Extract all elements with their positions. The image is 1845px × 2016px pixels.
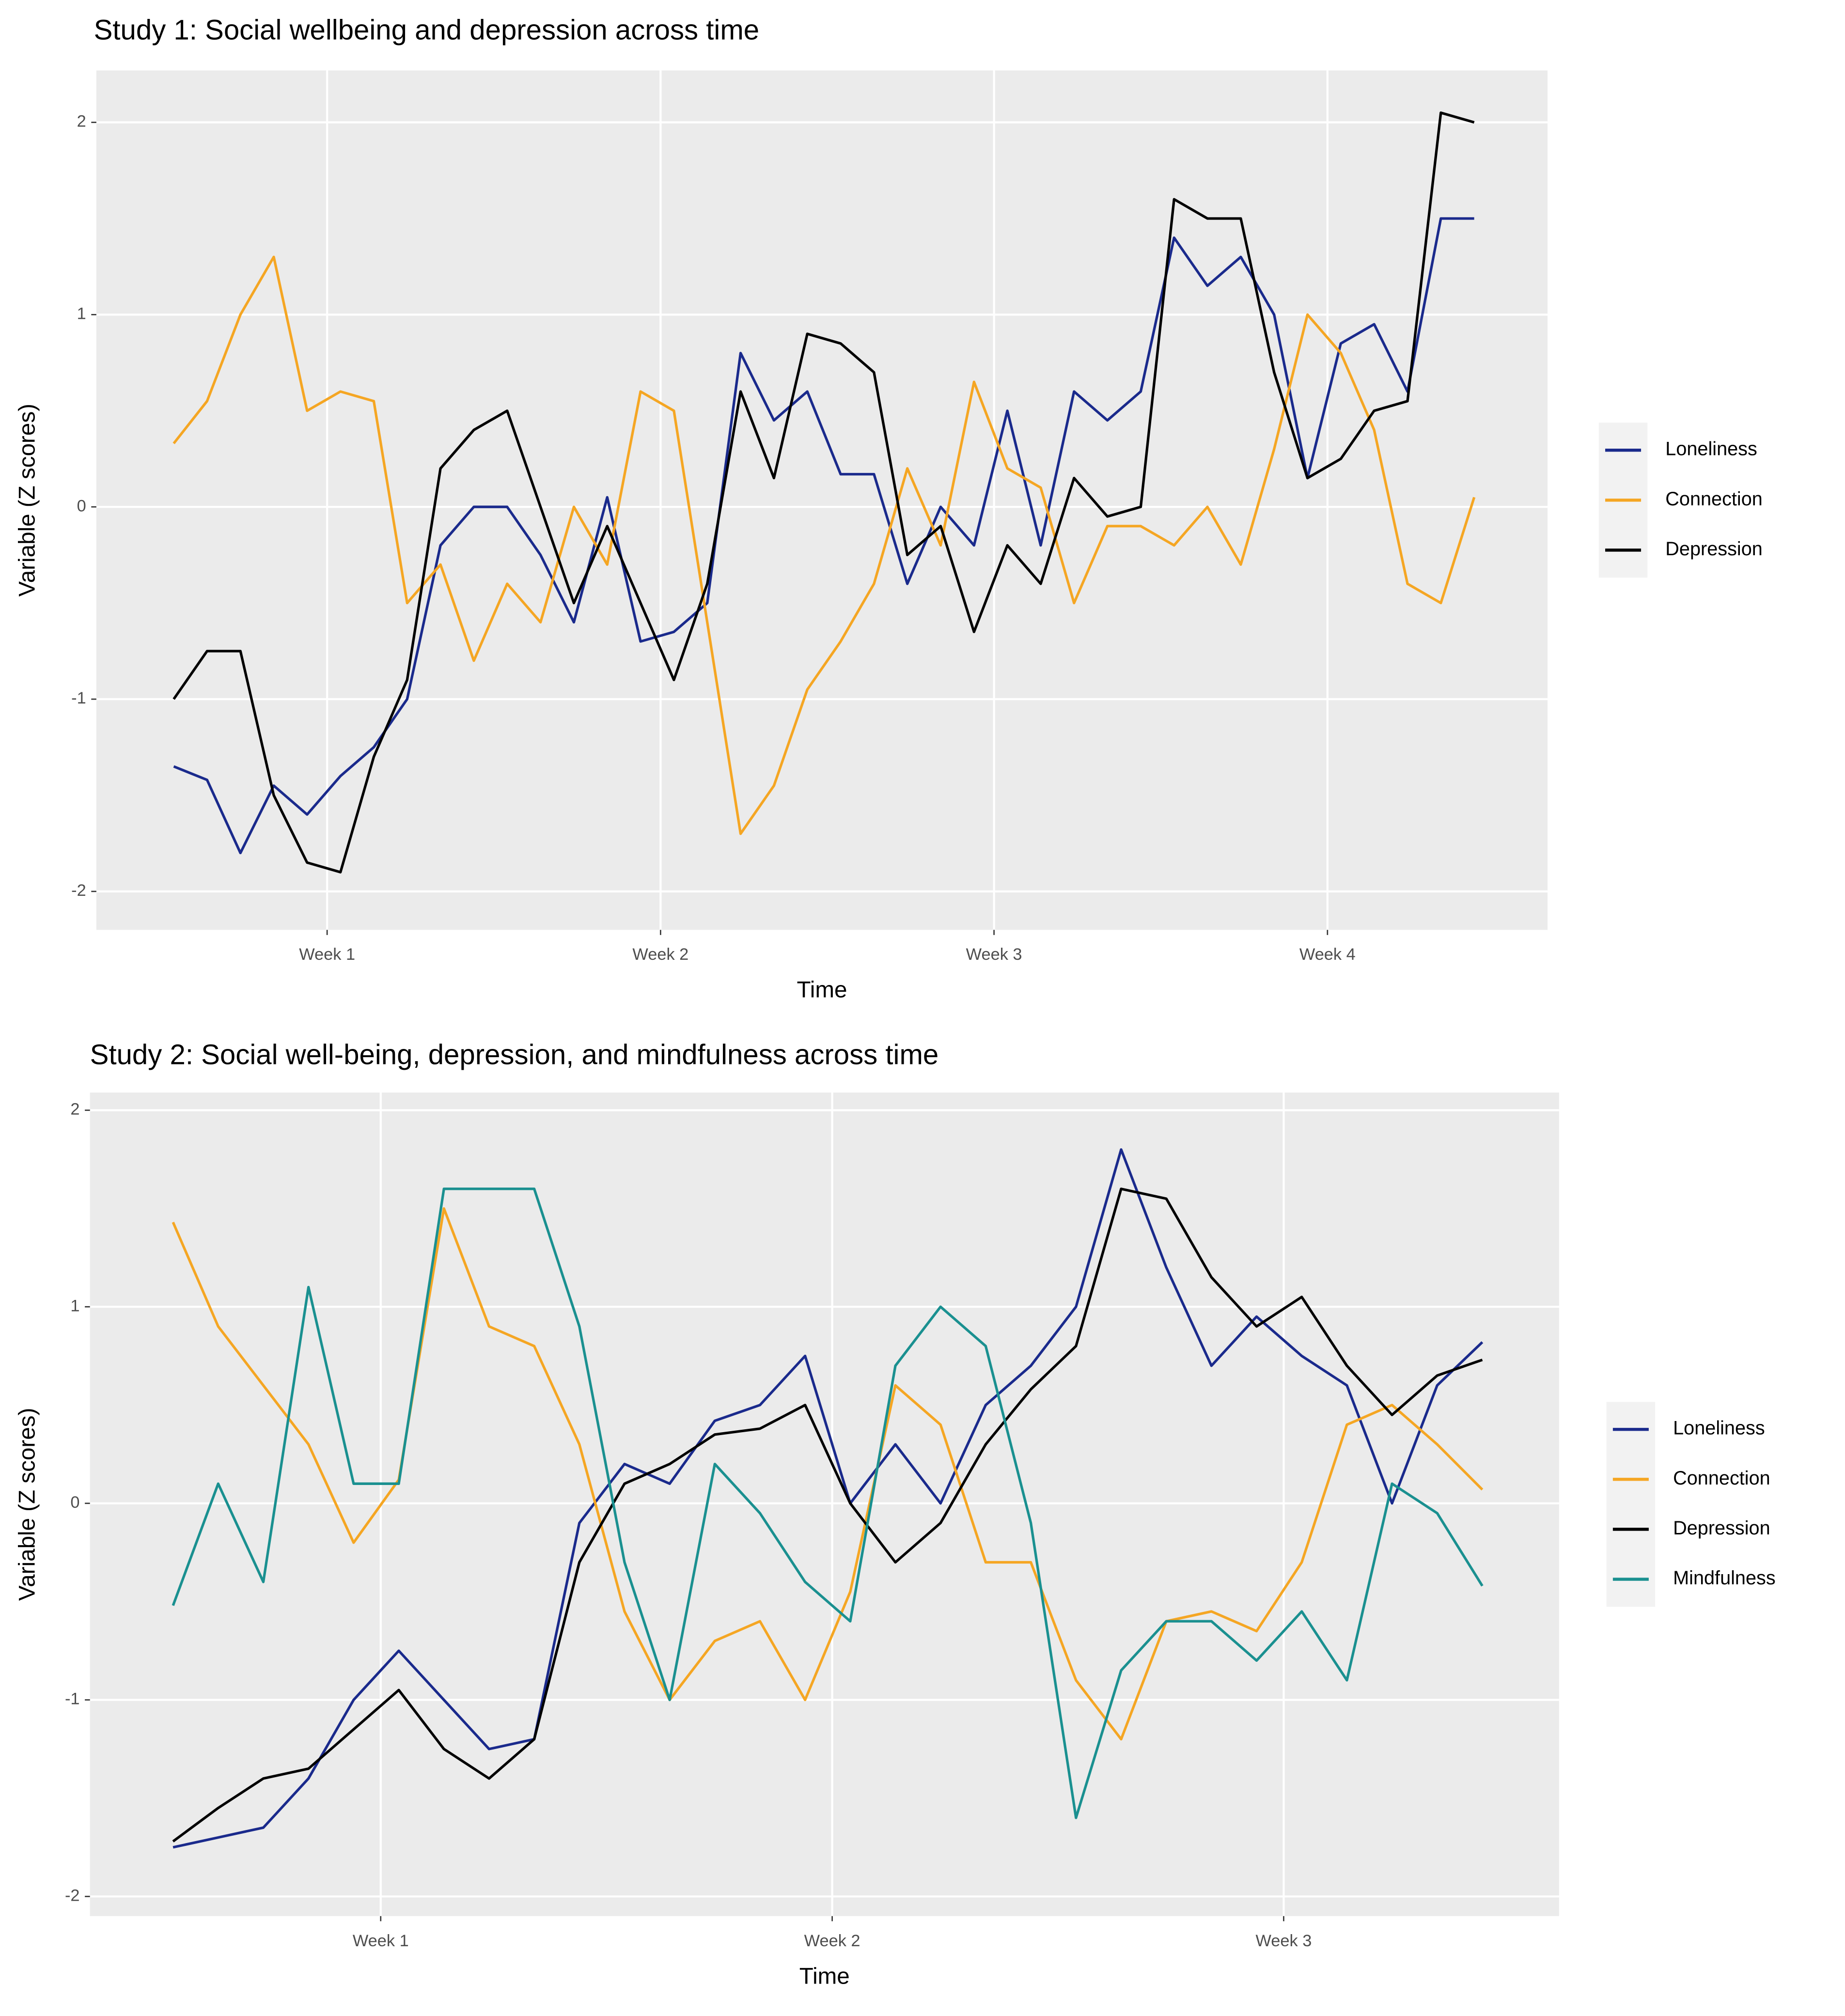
y-tick-label: 2 bbox=[77, 112, 86, 131]
x-axis-title: Time bbox=[797, 977, 847, 1003]
y-tick-label: -2 bbox=[71, 881, 86, 900]
x-tick-label: Week 4 bbox=[1299, 945, 1356, 964]
series-line bbox=[172, 1188, 1484, 1819]
y-tick-label: 1 bbox=[70, 1297, 79, 1315]
legend-label: Loneliness bbox=[1665, 438, 1757, 460]
legend-label: Connection bbox=[1665, 488, 1763, 510]
y-tick-label: -2 bbox=[65, 1886, 80, 1905]
series-line bbox=[172, 1188, 1483, 1843]
chart-title: Study 1: Social wellbeing and depression… bbox=[94, 14, 760, 46]
series-line bbox=[173, 217, 1474, 855]
y-tick-label: 1 bbox=[77, 304, 86, 323]
y-axis-title: Variable (Z scores) bbox=[14, 1408, 40, 1601]
chart-title: Study 2: Social well-being, depression, … bbox=[90, 1039, 939, 1070]
x-tick-label: Week 1 bbox=[299, 945, 355, 964]
series-line bbox=[172, 1207, 1484, 1741]
y-tick-label: -1 bbox=[71, 689, 86, 707]
x-tick-label: Week 2 bbox=[804, 1932, 860, 1950]
plot-panel bbox=[96, 70, 1548, 930]
y-tick-label: 2 bbox=[70, 1100, 79, 1119]
y-tick-label: 0 bbox=[70, 1493, 79, 1512]
legend-label: Depression bbox=[1673, 1517, 1770, 1539]
series-line bbox=[172, 111, 1475, 874]
x-tick-label: Week 3 bbox=[966, 945, 1022, 964]
legend-label: Mindfulness bbox=[1673, 1567, 1776, 1589]
x-tick-label: Week 3 bbox=[1256, 1932, 1312, 1950]
x-tick-label: Week 2 bbox=[632, 945, 688, 964]
x-axis-title: Time bbox=[799, 1963, 850, 1989]
x-tick-label: Week 1 bbox=[353, 1932, 409, 1950]
y-axis-title: Variable (Z scores) bbox=[14, 404, 40, 596]
legend-label: Depression bbox=[1665, 538, 1763, 560]
series-line bbox=[172, 1148, 1484, 1849]
series-line bbox=[172, 255, 1476, 835]
legend-label: Connection bbox=[1673, 1468, 1770, 1489]
y-tick-label: -1 bbox=[65, 1690, 80, 1708]
legend-label: Loneliness bbox=[1673, 1418, 1765, 1439]
y-tick-label: 0 bbox=[77, 497, 86, 515]
legend-box bbox=[1606, 1402, 1656, 1607]
